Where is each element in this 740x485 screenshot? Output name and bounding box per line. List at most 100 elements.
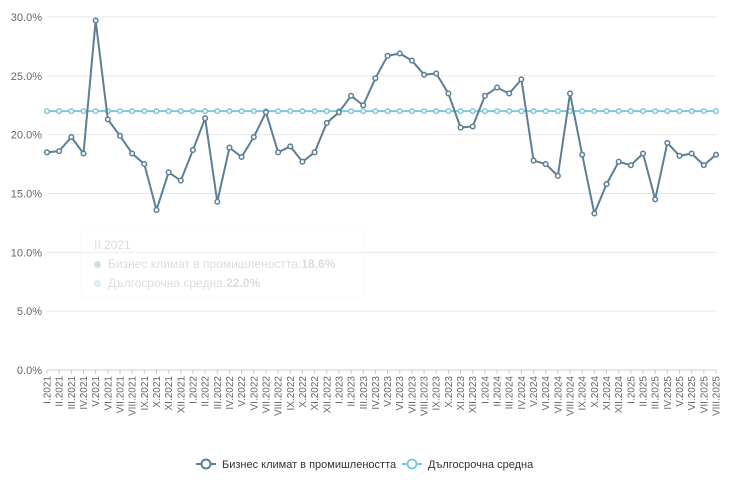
data-point[interactable] — [104, 116, 111, 123]
data-point[interactable] — [238, 153, 245, 161]
legend[interactable]: Бизнес климат в промишлеността Дългосроч… — [196, 458, 534, 471]
data-point[interactable] — [700, 162, 707, 169]
data-point[interactable] — [129, 108, 136, 115]
data-point[interactable] — [129, 150, 136, 157]
data-point[interactable] — [664, 108, 671, 115]
data-point[interactable] — [530, 157, 537, 164]
data-point[interactable] — [554, 172, 561, 179]
data-point[interactable] — [202, 108, 209, 115]
data-point[interactable] — [433, 108, 440, 115]
data-point[interactable] — [384, 108, 391, 115]
data-point[interactable] — [372, 75, 379, 82]
data-point[interactable] — [530, 108, 537, 115]
data-point[interactable] — [348, 92, 355, 99]
data-point[interactable] — [396, 108, 403, 115]
data-point[interactable] — [591, 108, 598, 115]
data-point[interactable] — [141, 161, 148, 168]
data-point[interactable] — [652, 196, 659, 203]
data-point[interactable] — [579, 151, 586, 158]
data-point[interactable] — [80, 108, 87, 115]
data-point[interactable] — [299, 158, 306, 165]
data-point[interactable] — [92, 17, 99, 24]
data-point[interactable] — [189, 108, 197, 115]
data-point[interactable] — [250, 133, 257, 141]
data-point[interactable] — [153, 206, 160, 214]
data-point[interactable] — [579, 108, 586, 115]
data-point[interactable] — [421, 71, 428, 78]
data-point[interactable] — [226, 144, 233, 151]
data-point[interactable] — [481, 92, 488, 99]
data-point[interactable] — [518, 76, 525, 83]
data-point[interactable] — [445, 108, 452, 115]
data-point[interactable] — [299, 108, 306, 115]
data-point[interactable] — [372, 108, 379, 115]
data-point[interactable] — [615, 158, 622, 165]
data-point[interactable] — [226, 108, 233, 115]
legend-item-long-term-average[interactable]: Дългосрочна средна — [402, 458, 534, 471]
data-point[interactable] — [676, 108, 683, 115]
data-point[interactable] — [323, 108, 330, 115]
data-point[interactable] — [469, 123, 476, 130]
data-point[interactable] — [457, 124, 464, 131]
data-point[interactable] — [68, 108, 75, 115]
data-point[interactable] — [360, 102, 367, 109]
data-point[interactable] — [165, 169, 172, 176]
data-point[interactable] — [43, 149, 51, 156]
data-point[interactable] — [80, 150, 87, 157]
data-point[interactable] — [275, 108, 282, 115]
data-point[interactable] — [591, 210, 598, 217]
data-point[interactable] — [603, 108, 610, 115]
data-point[interactable] — [481, 108, 488, 115]
data-point[interactable] — [676, 152, 683, 159]
data-point[interactable] — [250, 108, 257, 115]
data-point[interactable] — [639, 150, 647, 157]
legend-item-business-climate[interactable]: Бизнес климат в промишлеността — [196, 458, 397, 471]
data-point[interactable] — [56, 148, 63, 155]
data-point[interactable] — [494, 108, 501, 115]
data-point[interactable] — [445, 90, 452, 97]
data-point[interactable] — [700, 108, 707, 115]
data-point[interactable] — [311, 149, 318, 156]
data-point[interactable] — [639, 108, 647, 115]
data-point[interactable] — [518, 108, 525, 115]
data-point[interactable] — [627, 108, 634, 115]
data-point[interactable] — [214, 108, 221, 115]
data-point[interactable] — [408, 57, 415, 64]
data-point[interactable] — [469, 108, 476, 115]
data-point[interactable] — [323, 119, 330, 126]
data-point[interactable] — [92, 108, 99, 115]
data-point[interactable] — [542, 108, 549, 115]
data-point[interactable] — [177, 177, 184, 184]
data-point[interactable] — [603, 181, 610, 188]
data-point[interactable] — [433, 70, 440, 77]
data-point[interactable] — [615, 108, 622, 115]
data-point[interactable] — [68, 133, 75, 141]
data-point[interactable] — [335, 109, 342, 116]
data-point[interactable] — [712, 108, 720, 115]
data-point[interactable] — [688, 108, 695, 115]
data-point[interactable] — [457, 108, 464, 115]
data-point[interactable] — [506, 108, 513, 115]
data-point[interactable] — [360, 108, 367, 115]
data-point[interactable] — [56, 108, 63, 115]
data-point[interactable] — [627, 162, 634, 169]
data-point[interactable] — [688, 150, 695, 157]
data-point[interactable] — [287, 108, 294, 115]
data-point[interactable] — [238, 108, 245, 115]
data-point[interactable] — [542, 161, 549, 168]
data-point[interactable] — [348, 108, 355, 115]
data-point[interactable] — [189, 146, 197, 154]
data-point[interactable] — [494, 84, 501, 91]
data-point[interactable] — [214, 198, 221, 205]
data-point[interactable] — [141, 108, 148, 115]
data-point[interactable] — [202, 115, 209, 122]
data-point[interactable] — [116, 132, 124, 139]
data-point[interactable] — [116, 108, 124, 115]
data-point[interactable] — [43, 108, 51, 115]
data-point[interactable] — [287, 143, 294, 150]
data-point[interactable] — [384, 52, 391, 59]
data-point[interactable] — [262, 109, 269, 116]
data-point[interactable] — [408, 108, 415, 115]
data-point[interactable] — [712, 151, 720, 158]
data-point[interactable] — [396, 50, 403, 57]
